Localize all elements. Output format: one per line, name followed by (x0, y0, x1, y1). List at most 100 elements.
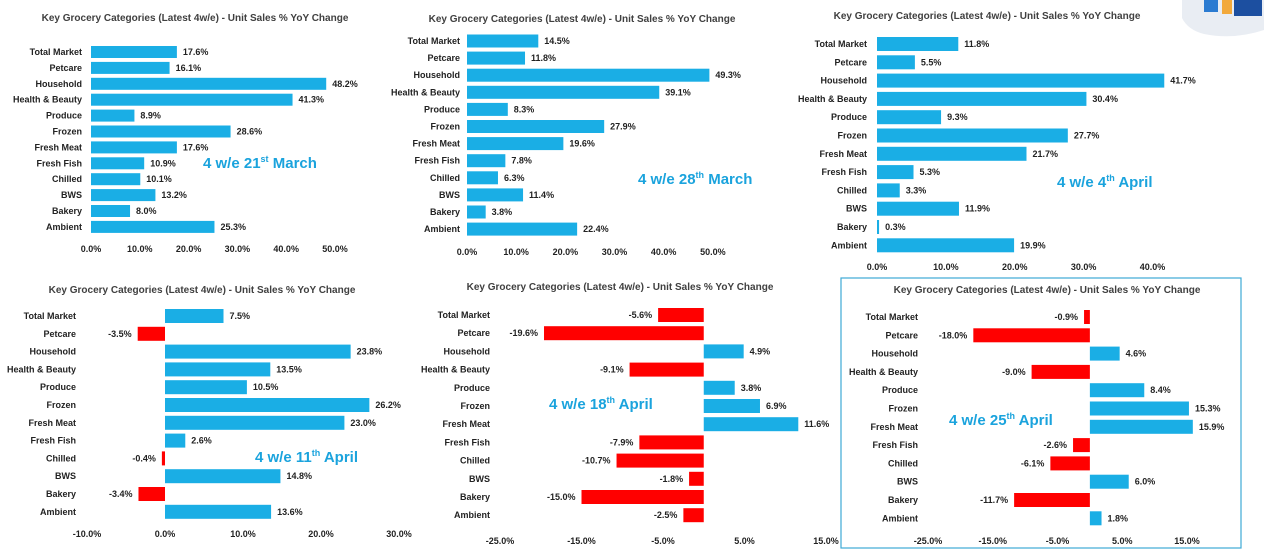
bar (877, 146, 1027, 161)
data-label: 1.8% (1108, 513, 1129, 523)
category-label: Fresh Fish (872, 440, 918, 450)
data-label: 11.9% (965, 204, 990, 214)
data-label: -2.6% (1044, 440, 1068, 450)
period-main: 4 w/e 28 (638, 171, 696, 188)
bar (467, 51, 526, 65)
tick-label: 5.0% (734, 536, 755, 546)
period-main: 4 w/e 11 (255, 449, 312, 466)
data-label: 14.8% (286, 471, 312, 481)
bar (137, 326, 165, 341)
chart-panel-3: Key Grocery Categories (Latest 4w/e) - U… (798, 11, 1196, 272)
data-label: 17.6% (183, 142, 209, 152)
tick-label: 50.0% (322, 244, 348, 254)
chart-title: Key Grocery Categories (Latest 4w/e) - U… (429, 14, 736, 25)
data-label: 15.9% (1199, 422, 1225, 432)
bar (616, 453, 704, 468)
tick-label: 0.0% (867, 262, 888, 272)
period-month: April (615, 396, 653, 413)
category-label: Total Market (408, 36, 460, 46)
chart-title: Key Grocery Categories (Latest 4w/e) - U… (834, 11, 1141, 22)
bar (91, 125, 231, 138)
chart-panel-5: Key Grocery Categories (Latest 4w/e) - U… (421, 282, 839, 546)
bar (877, 201, 959, 216)
bar (1073, 438, 1090, 453)
bar (91, 77, 327, 90)
data-label: 27.7% (1074, 131, 1100, 141)
data-label: 3.3% (906, 185, 927, 195)
chart-title: Key Grocery Categories (Latest 4w/e) - U… (49, 285, 356, 296)
tick-label: 30.0% (386, 529, 412, 539)
data-label: 6.3% (504, 173, 525, 183)
tick-label: -25.0% (914, 536, 943, 546)
category-label: Bakery (837, 222, 867, 232)
bar (544, 326, 704, 341)
category-label: Fresh Fish (444, 437, 490, 447)
chart-title: Key Grocery Categories (Latest 4w/e) - U… (42, 13, 349, 24)
data-label: 3.8% (741, 383, 762, 393)
bar (683, 508, 704, 523)
period-main: 4 w/e 18 (549, 396, 607, 413)
data-label: -11.7% (980, 495, 1008, 505)
bar (165, 398, 370, 412)
bar (877, 110, 942, 125)
data-label: 17.6% (183, 47, 209, 57)
category-label: Health & Beauty (798, 94, 867, 104)
tick-label: -25.0% (486, 536, 515, 546)
category-label: Total Market (24, 311, 76, 321)
category-label: Household (414, 70, 461, 80)
tick-label: 20.0% (176, 244, 202, 254)
period-month: March (704, 171, 752, 188)
brand-logo (1182, 0, 1264, 37)
period-month: April (1115, 174, 1153, 191)
bar (467, 205, 486, 219)
bar (1089, 346, 1120, 361)
category-label: Chilled (888, 458, 918, 468)
category-label: BWS (55, 471, 76, 481)
bar (91, 46, 177, 58)
data-label: 5.3% (920, 167, 941, 177)
data-label: 13.5% (276, 364, 302, 374)
data-label: 9.3% (947, 112, 968, 122)
category-label: BWS (846, 204, 867, 214)
data-label: 7.5% (230, 311, 251, 321)
tick-label: 10.0% (230, 529, 256, 539)
category-label: BWS (61, 190, 82, 200)
period-month: March (269, 155, 317, 172)
bar (467, 85, 660, 99)
data-label: 3.8% (492, 207, 513, 217)
bar (689, 471, 704, 486)
bar (1089, 419, 1193, 434)
data-label: -15.0% (547, 492, 576, 502)
category-label: Ambient (831, 240, 867, 250)
category-label: Bakery (888, 495, 918, 505)
bar (877, 128, 1068, 143)
data-label: 19.9% (1020, 240, 1046, 250)
data-label: 11.6% (804, 419, 829, 429)
tick-label: 30.0% (225, 244, 251, 254)
bar (165, 380, 247, 395)
tick-label: 20.0% (1002, 262, 1028, 272)
category-label: Petcare (427, 53, 460, 63)
data-label: 26.2% (375, 400, 401, 410)
data-label: 22.4% (583, 224, 609, 234)
period-month: April (1015, 412, 1053, 429)
bar (165, 309, 224, 323)
bar (467, 68, 710, 82)
bar (467, 171, 498, 185)
bar (703, 344, 744, 359)
bar (467, 188, 524, 202)
category-label: Household (36, 79, 83, 89)
period-superscript: th (696, 170, 705, 180)
bar (165, 344, 351, 359)
bar (467, 34, 539, 48)
category-label: BWS (439, 190, 460, 200)
bar (639, 435, 704, 450)
data-label: -18.0% (939, 330, 968, 340)
chart-panel-4: Key Grocery Categories (Latest 4w/e) - U… (7, 285, 412, 539)
period-superscript: th (1106, 173, 1115, 183)
data-label: 11.4% (529, 190, 554, 200)
category-label: Fresh Fish (36, 158, 82, 168)
category-label: Ambient (40, 507, 76, 517)
category-label: Produce (882, 385, 918, 395)
data-label: 13.6% (277, 507, 303, 517)
